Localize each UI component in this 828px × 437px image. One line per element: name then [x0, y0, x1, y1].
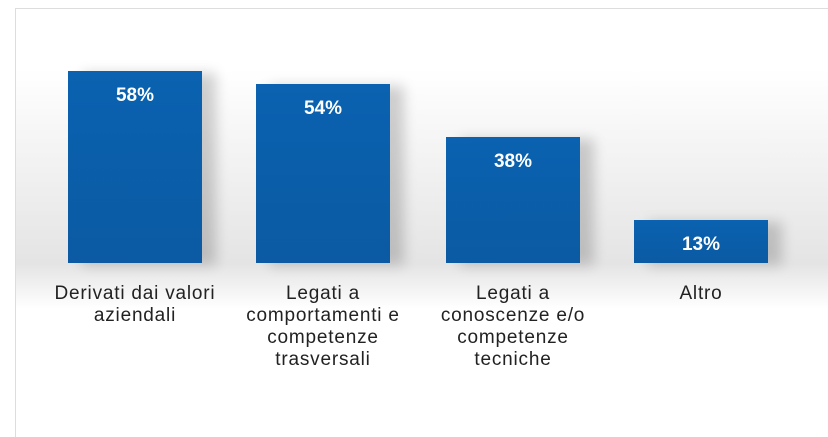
bar [446, 137, 580, 263]
bar [256, 84, 390, 263]
bar [68, 71, 202, 263]
value-label: 58% [115, 85, 155, 107]
x-tick-label: Derivati dai valori aziendali [54, 283, 216, 326]
bar [634, 219, 768, 263]
value-label: 54% [303, 98, 343, 120]
x-tick-label: Legati a comportamenti e competenze tras… [246, 283, 400, 370]
value-label: 38% [493, 151, 533, 173]
x-tick-label: Legati a conoscenze e/o competenze tecni… [440, 283, 586, 370]
value-label: 13% [681, 233, 721, 255]
x-tick-label: Altro [679, 283, 723, 304]
